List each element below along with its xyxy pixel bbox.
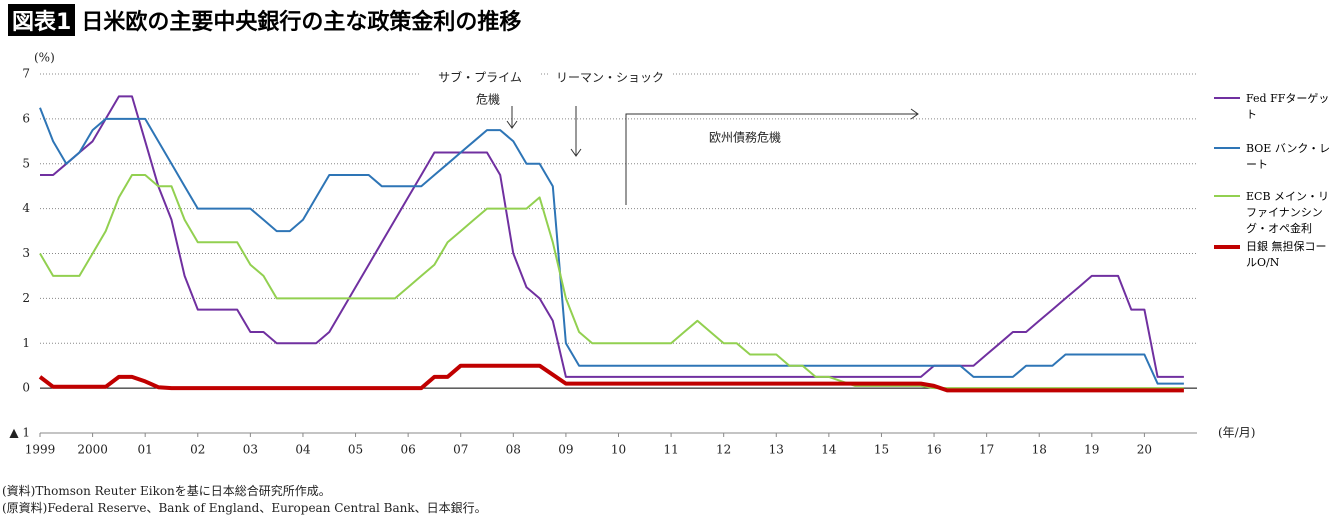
y-tick-label: 7 [22, 67, 30, 81]
x-tick-label: 10 [611, 443, 626, 457]
y-tick-label: 0 [22, 381, 30, 395]
x-tick-label: 2000 [77, 443, 108, 457]
x-tick-label: 18 [1032, 443, 1047, 457]
y-tick-label: 6 [22, 111, 30, 125]
series-line [38, 363, 1184, 393]
x-tick-label: 19 [1084, 443, 1099, 457]
annotation: サブ・プライム [438, 70, 522, 85]
x-tick-label: 04 [295, 443, 311, 457]
annotation: 危機 [476, 92, 500, 107]
chart-title: 日米欧の主要中央銀行の主な政策金利の推移 [81, 10, 522, 35]
annotation: リーマン・ショック [556, 71, 664, 85]
legend-swatch [1214, 195, 1240, 197]
y-tick-label: 2 [22, 291, 30, 305]
legend-swatch [1214, 245, 1240, 249]
series-line [39, 174, 1184, 390]
x-tick-label: 03 [243, 443, 258, 457]
source-note: (原資料)Federal Reserve、Bank of England、Eur… [2, 501, 487, 515]
y-tick-label: 4 [22, 201, 30, 215]
legend-entry: Fed FFターゲット [1214, 90, 1334, 122]
annotation-bg [548, 66, 672, 84]
x-tick-label: 02 [190, 443, 205, 457]
y-tick-label: ▲ 1 [9, 426, 30, 440]
x-tick-label: 17 [979, 443, 994, 457]
x-tick-label: 01 [138, 443, 153, 457]
legend-swatch [1214, 97, 1240, 99]
legend-entry: 日銀 無担保コールO/N [1214, 238, 1334, 270]
x-axis-label: (年/月) [1218, 426, 1255, 440]
x-tick-label: 13 [769, 443, 784, 457]
x-tick-label: 09 [558, 443, 573, 457]
y-tick-label: 3 [22, 246, 30, 260]
legend-entry: BOE バンク・レート [1214, 140, 1334, 172]
x-tick-label: 14 [821, 443, 837, 457]
x-tick-label: 1999 [25, 443, 56, 457]
legend-label: Fed FFターゲット [1246, 92, 1330, 121]
annotation-arrows [506, 106, 919, 205]
x-tick-label: 12 [716, 443, 731, 457]
legend-swatch [1214, 147, 1240, 149]
legend-entry: ECB メイン・リファイナンシング・オペ金利 [1214, 188, 1334, 236]
x-tick-label: 05 [348, 443, 363, 457]
x-tick-label: 20 [1137, 443, 1152, 457]
source-note: (資料)Thomson Reuter Eikonを基に日本総合研究所作成。 [2, 484, 331, 498]
annotation-bg [690, 127, 800, 147]
title-tag: 図表1 [8, 4, 76, 36]
legend-label: 日銀 無担保コールO/N [1246, 240, 1327, 269]
legend-label: BOE バンク・レート [1246, 142, 1331, 171]
x-tick-label: 15 [874, 443, 889, 457]
y-tick-label: 1 [22, 336, 30, 350]
annotation-bg [420, 66, 540, 110]
x-tick-label: 11 [663, 443, 678, 457]
legend-label: ECB メイン・リファイナンシング・オペ金利 [1246, 190, 1330, 235]
x-tick-label: 07 [453, 443, 468, 457]
series-line [40, 95, 1184, 378]
series-line [39, 107, 1184, 385]
annotation: 欧州債務危機 [709, 130, 781, 145]
y-tick-label: 5 [22, 156, 30, 170]
x-tick-label: 08 [506, 443, 521, 457]
x-tick-label: 16 [926, 443, 941, 457]
y-axis-label: (%) [34, 51, 55, 65]
x-tick-label: 06 [400, 443, 415, 457]
title-bar: 図表1 日米欧の主要中央銀行の主な政策金利の推移 [8, 4, 521, 36]
